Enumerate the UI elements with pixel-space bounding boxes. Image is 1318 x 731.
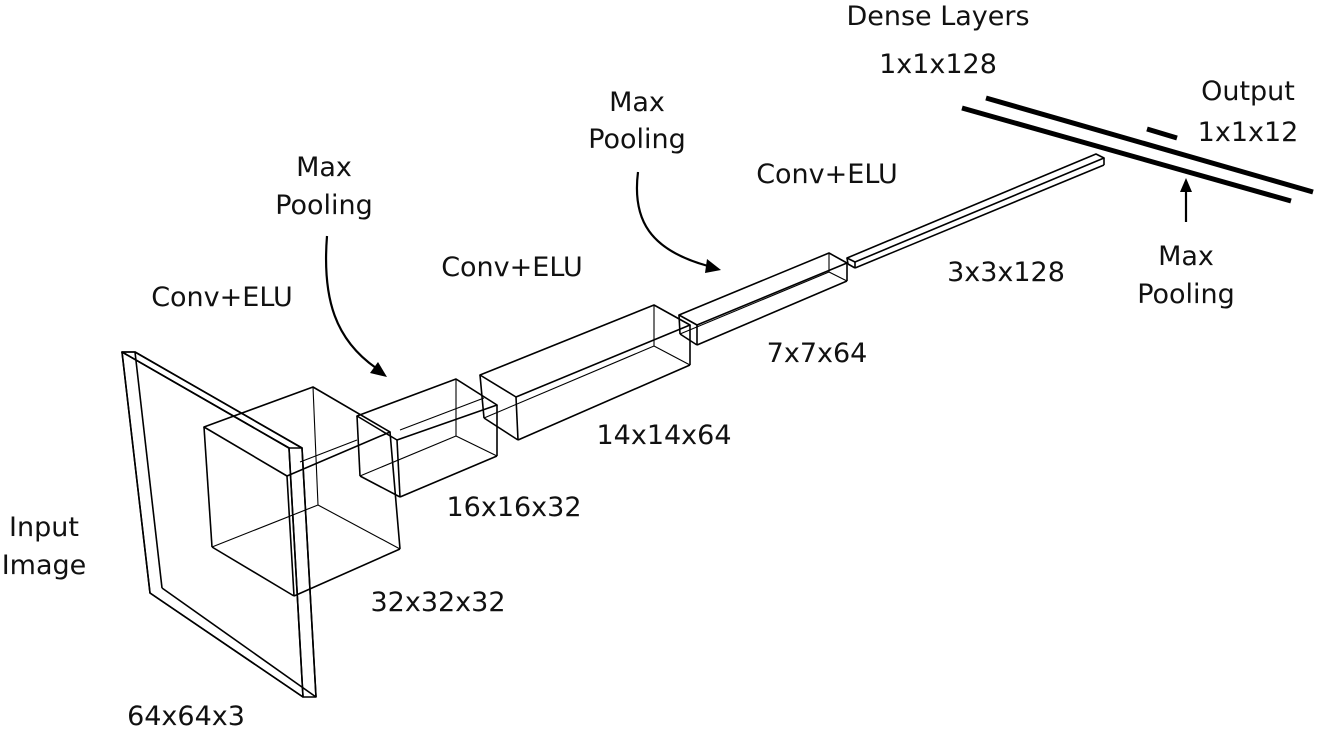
pool2-size-label: 7x7x64 [767, 338, 868, 369]
input-image-slab [121, 351, 317, 698]
dense-layer-1 [985, 95, 1314, 195]
pool1-label-line1: Max [296, 152, 352, 183]
pool1-arrow [324, 235, 387, 377]
pool2-label-line2: Pooling [588, 124, 686, 155]
dense-title-label: Dense Layers [846, 1, 1029, 32]
pool3-arrow [1180, 178, 1192, 222]
pool3-label-line1: Max [1158, 241, 1214, 272]
output-layer [1146, 126, 1178, 141]
input-title-line1: Input [9, 512, 79, 543]
pool1-size-label: 16x16x32 [446, 492, 581, 523]
input-size-label: 64x64x3 [127, 701, 245, 731]
pool3-label-line2: Pooling [1137, 279, 1235, 310]
pool2-arrow [635, 171, 721, 273]
pool2-label-line1: Max [609, 87, 665, 118]
output-title-label: Output [1201, 76, 1295, 107]
conv3-size-label: 3x3x128 [947, 257, 1065, 288]
conv1-label: Conv+ELU [151, 282, 293, 313]
pool2-block [678, 252, 848, 346]
conv3-block [846, 153, 1105, 269]
conv2-label: Conv+ELU [441, 252, 583, 283]
conv2-size-label: 14x14x64 [596, 420, 731, 451]
conv3-label: Conv+ELU [756, 159, 898, 190]
conv1-block [203, 386, 401, 597]
conv1-size-label: 32x32x32 [370, 587, 505, 618]
conv2-block [399, 304, 691, 441]
dense-size-label: 1x1x128 [879, 49, 997, 80]
dense-layer-2 [961, 105, 1292, 204]
pool1-label-line2: Pooling [275, 190, 373, 221]
pool1-block [299, 378, 498, 498]
dense-layers [961, 95, 1314, 204]
output-size-label: 1x1x12 [1198, 117, 1299, 148]
input-title-line2: Image [2, 550, 87, 581]
